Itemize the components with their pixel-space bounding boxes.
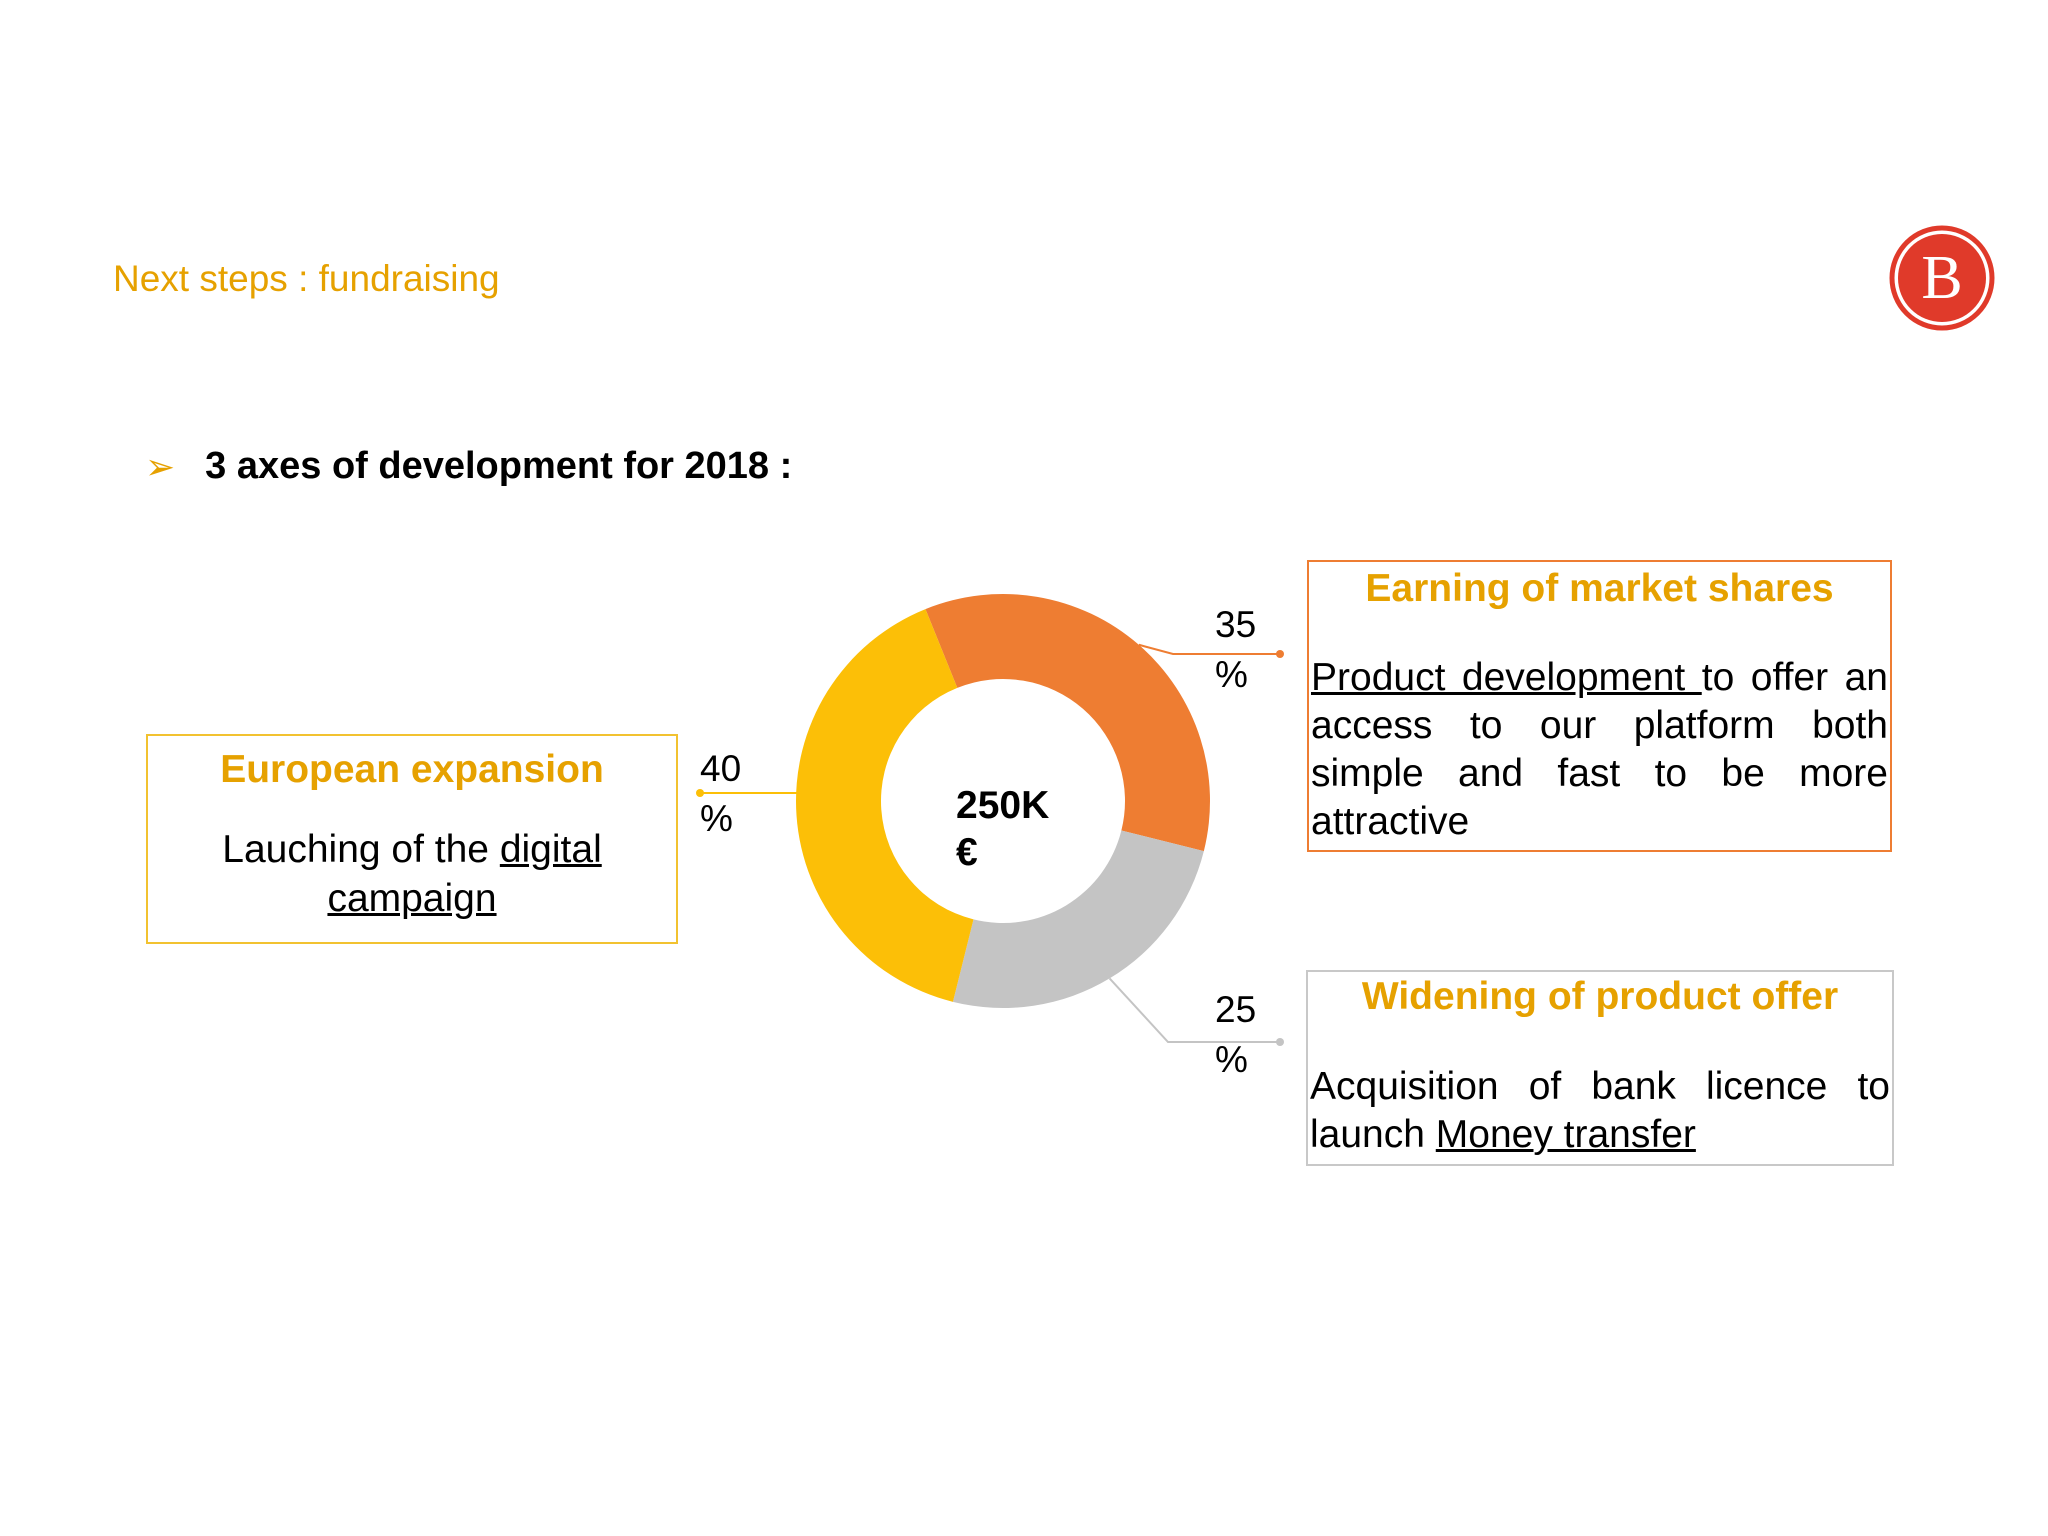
box-body-text: to offer an access to our platform both … xyxy=(1311,655,1888,843)
campaign-link[interactable]: campaign xyxy=(327,876,497,920)
leader-line-35 xyxy=(1138,643,1280,655)
box-body: Acquisition of bank licence to launch Mo… xyxy=(1308,1063,1892,1159)
box-body-text: Acquisition of bank licence to launch xyxy=(1310,1064,1890,1156)
digital-link[interactable]: digital xyxy=(499,827,602,871)
box-body: Lauching of the digital campaign xyxy=(148,825,676,923)
box-body: Product development to offer an access t… xyxy=(1309,654,1890,846)
money-transfer-link[interactable]: Money transfer xyxy=(1435,1112,1696,1156)
slice-label-value: 35 xyxy=(1215,604,1257,645)
logo-icon: B xyxy=(1889,225,1995,331)
leader-line-25 xyxy=(1108,977,1280,1043)
leader-line-35-dot xyxy=(1276,650,1284,658)
slice-label-value: 25 xyxy=(1215,989,1257,1030)
slice-label-unit: % xyxy=(700,798,733,839)
leader-line-25-dot xyxy=(1276,1038,1284,1046)
slice-label-unit: % xyxy=(1215,654,1248,695)
european-expansion-box: European expansion Lauching of the digit… xyxy=(146,734,678,944)
center-label-amount: 250K xyxy=(956,784,1050,827)
box-title: Widening of product offer xyxy=(1361,975,1839,1018)
slice-label-value: 40 xyxy=(700,748,742,789)
bullet-text: 3 axes of development for 2018 : xyxy=(205,445,793,487)
box-body-text: Lauching of the xyxy=(222,827,500,871)
slide-title: Next steps : fundraising xyxy=(113,258,500,299)
slice-label-35: 35 % xyxy=(1215,600,1256,700)
center-label-currency: € xyxy=(956,831,978,874)
product-development-link[interactable]: Product development xyxy=(1311,655,1702,699)
box-title: European expansion xyxy=(220,748,604,791)
bullet-line: ➢ 3 axes of development for 2018 : xyxy=(145,445,792,488)
svg-text:B: B xyxy=(1921,244,1962,312)
leader-line-40-dot xyxy=(696,789,704,797)
product-offer-box: Widening of product offer Acquisition of… xyxy=(1306,970,1894,1166)
slice-label-25: 25 % xyxy=(1215,985,1256,1085)
box-title: Earning of market shares xyxy=(1365,567,1834,610)
market-shares-box: Earning of market shares Product develop… xyxy=(1307,560,1892,852)
donut-slice-35 xyxy=(925,594,1210,852)
bullet-arrow-icon: ➢ xyxy=(145,445,176,487)
donut-slice-25 xyxy=(952,830,1204,1008)
donut-slice-40 xyxy=(796,609,974,1002)
slice-label-unit: % xyxy=(1215,1039,1248,1080)
slice-label-40: 40 % xyxy=(700,744,741,844)
donut-center-label: 250K € xyxy=(956,782,1049,876)
